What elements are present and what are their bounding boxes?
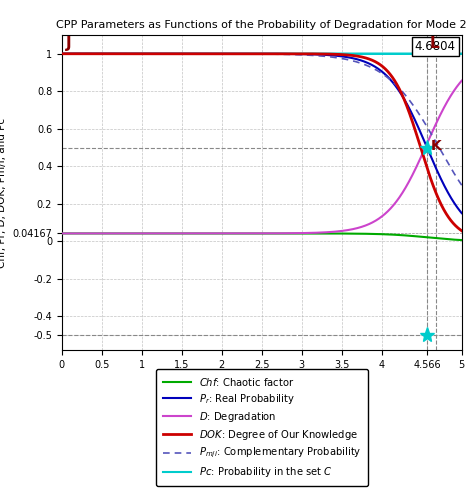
Title: CPP Parameters as Functions of the Probability of Degradation for Mode 2: CPP Parameters as Functions of the Proba… [57, 20, 467, 30]
X-axis label: Time t (Years): Time t (Years) [216, 376, 307, 388]
Text: K: K [431, 138, 442, 152]
Text: J: J [66, 36, 71, 51]
Text: L: L [430, 36, 439, 51]
Legend: $\mathit{Chf}$: Chaotic factor, $\mathit{P_r}$: Real Probability, $\mathit{D}$: : $\mathit{Chf}$: Chaotic factor, $\mathit… [156, 369, 368, 486]
Y-axis label: Chf, Pr, D, DOK, Pm/i, and Pc: Chf, Pr, D, DOK, Pm/i, and Pc [0, 118, 7, 268]
Text: 4.6804: 4.6804 [415, 40, 456, 52]
